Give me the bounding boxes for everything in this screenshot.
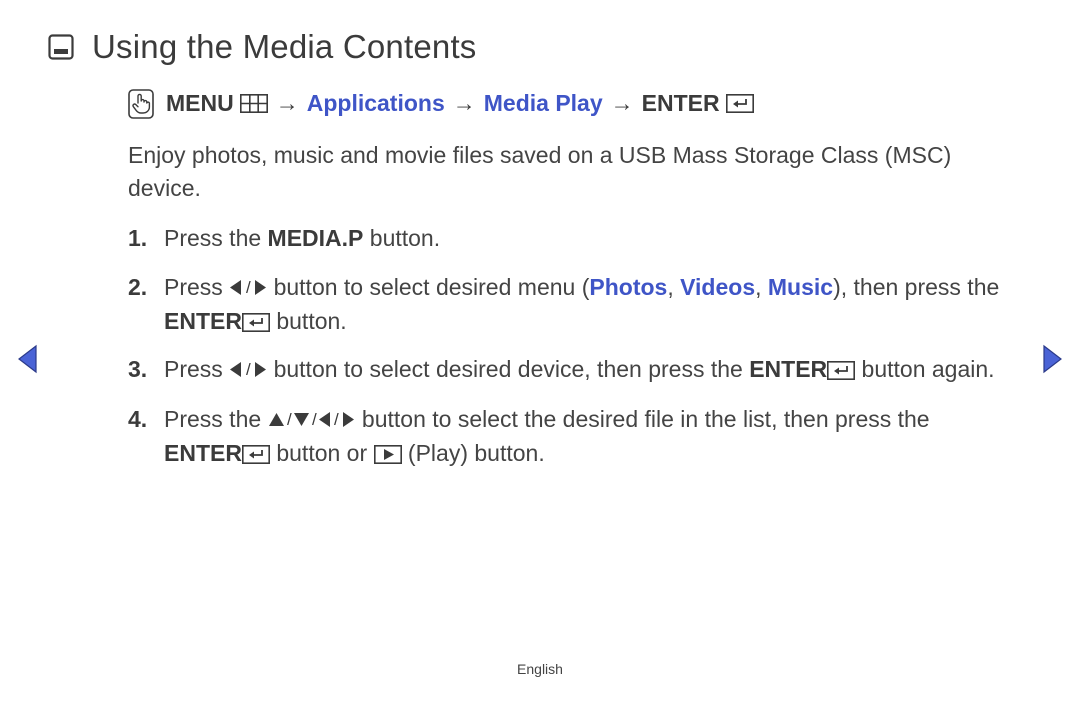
title-row: Using the Media Contents — [48, 28, 1032, 66]
menu-label: MENU — [166, 88, 234, 119]
step1-pre: Press the — [164, 225, 268, 251]
step2-photos: Photos — [589, 274, 667, 300]
all-direction-arrows-icon: / / / — [268, 404, 356, 437]
enter-label: ENTER — [642, 88, 720, 119]
step2-enter: ENTER — [164, 308, 242, 334]
content-block: MENU → Applications → Media Play → ENTER… — [48, 88, 1032, 469]
steps-list: Press the MEDIA.P button. Press / button… — [128, 222, 1002, 469]
step3-t1: Press — [164, 356, 229, 382]
step3-t2: button to select desired device, then pr… — [267, 356, 749, 382]
step2-t3: ), then press the — [833, 274, 999, 300]
page-title: Using the Media Contents — [92, 28, 477, 66]
left-right-arrows-icon: / — [229, 354, 267, 387]
step2-t2: button to select desired menu ( — [267, 274, 589, 300]
svg-text:/: / — [334, 411, 339, 428]
svg-text:/: / — [246, 279, 251, 296]
path-applications: Applications — [307, 88, 445, 119]
step2-t4: button. — [270, 308, 347, 334]
step-1: Press the MEDIA.P button. — [128, 222, 1002, 255]
prev-page-button[interactable] — [16, 344, 38, 379]
menu-path: MENU → Applications → Media Play → ENTER — [128, 88, 1002, 119]
svg-text:/: / — [287, 411, 292, 428]
step2-music: Music — [768, 274, 833, 300]
chevron-left-icon — [16, 344, 38, 374]
manual-page: Using the Media Contents MENU → Applicat… — [0, 0, 1080, 705]
step1-button-name: MEDIA.P — [268, 225, 364, 251]
step4-t3: button or — [270, 440, 374, 466]
step3-enter: ENTER — [749, 356, 827, 382]
path-sep: → — [274, 88, 301, 119]
step1-post: button. — [363, 225, 440, 251]
play-button-icon — [374, 445, 402, 464]
svg-text:/: / — [312, 411, 317, 428]
menu-grid-icon — [240, 94, 268, 113]
step3-t3: button again. — [855, 356, 994, 382]
step2-t1: Press — [164, 274, 229, 300]
path-media-play: Media Play — [484, 88, 603, 119]
footer-language: English — [0, 661, 1080, 677]
enter-key-icon — [242, 445, 270, 464]
step2-comma1: , — [667, 274, 680, 300]
step-2: Press / button to select desired menu (P… — [128, 271, 1002, 337]
step4-t4: (Play) button. — [402, 440, 545, 466]
svg-text:/: / — [246, 361, 251, 378]
path-sep: → — [609, 88, 636, 119]
step4-t1: Press the — [164, 406, 268, 432]
enter-key-icon — [242, 313, 270, 332]
enter-key-icon — [726, 94, 754, 113]
enter-key-icon — [827, 361, 855, 380]
left-right-arrows-icon: / — [229, 272, 267, 305]
step2-videos: Videos — [680, 274, 755, 300]
section-bullet-icon — [48, 34, 74, 60]
path-sep: → — [451, 88, 478, 119]
step4-enter: ENTER — [164, 440, 242, 466]
touch-hand-icon — [128, 89, 154, 119]
step2-comma2: , — [755, 274, 768, 300]
step-4: Press the / / / button to select the desir… — [128, 403, 1002, 469]
step4-t2: button to select the desired file in the… — [356, 406, 930, 432]
next-page-button[interactable] — [1042, 344, 1064, 379]
intro-text: Enjoy photos, music and movie files save… — [128, 139, 1002, 204]
step-3: Press / button to select desired device,… — [128, 353, 1002, 387]
chevron-right-icon — [1042, 344, 1064, 374]
